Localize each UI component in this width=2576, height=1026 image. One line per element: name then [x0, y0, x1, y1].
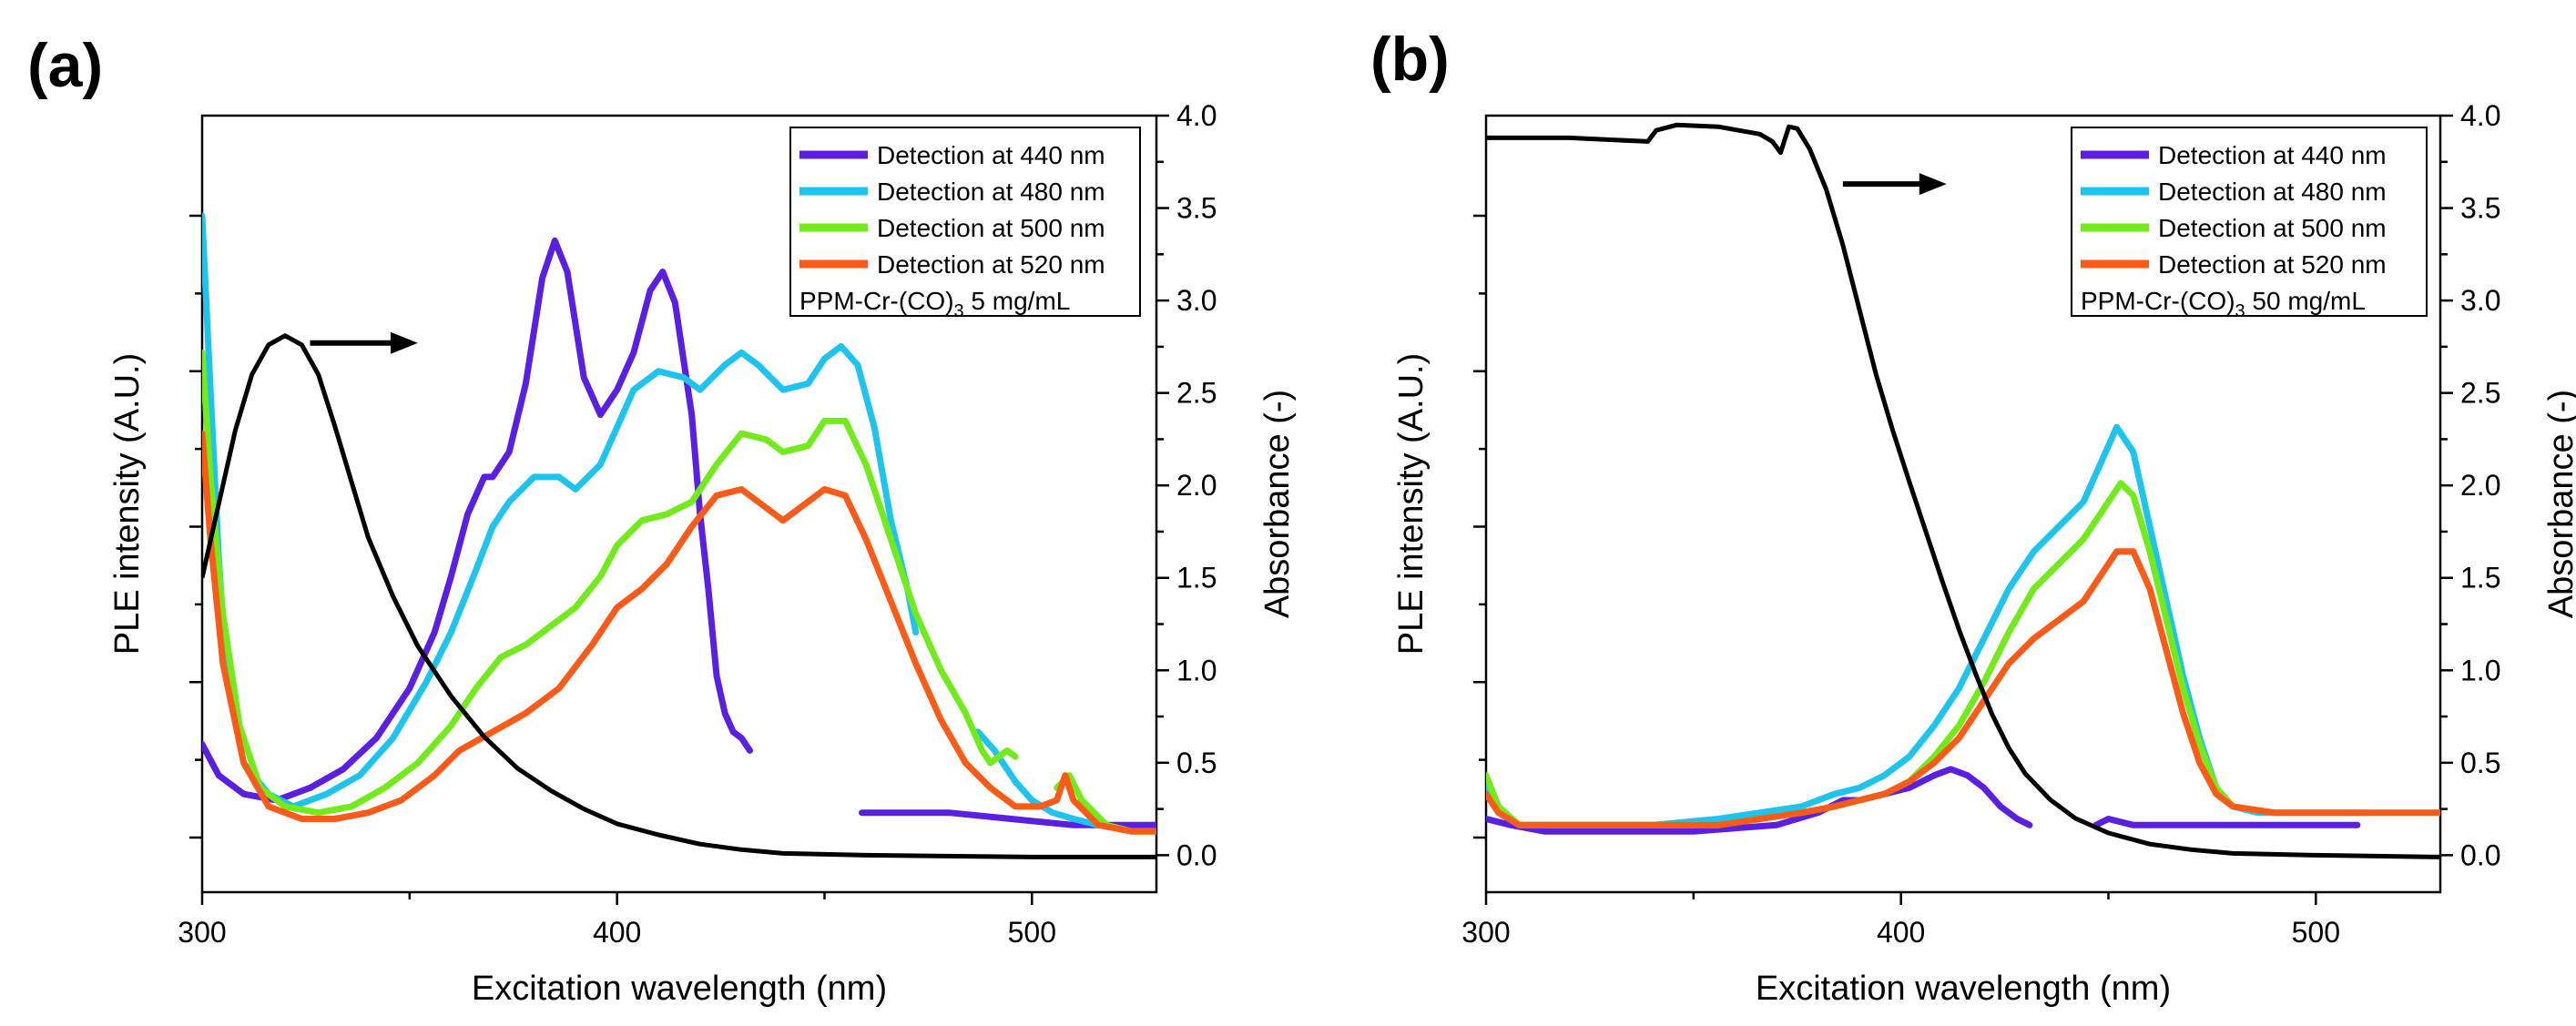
- series-line-detection-at-440-nm: [2092, 816, 2361, 828]
- series-line-detection-at-520-nm: [202, 430, 1156, 835]
- panel-label: (a): [27, 31, 103, 100]
- x-tick-label: 400: [593, 916, 641, 949]
- legend-note-suffix: 50 mg/mL: [2245, 287, 2366, 315]
- x-tick-label: 300: [1461, 916, 1510, 949]
- chart-panel-a: (a) 300 400 500 0.0 0.5 1.0 1.5 2.0 2.5 3.0 3.5 4.0 E…: [27, 31, 1297, 1008]
- y2-tick-label: 2.5: [1176, 377, 1217, 410]
- series-line-detection-at-440-nm: [202, 237, 753, 804]
- y2-tick-label: 3.5: [2460, 192, 2500, 225]
- y2-axis-title: Absorbance (-): [1258, 390, 1297, 618]
- y2-tick-label: 4.0: [1176, 99, 1217, 132]
- y2-tick-label: 0.0: [1176, 838, 1217, 871]
- legend-entry-label: Detection at 480 nm: [877, 178, 1105, 206]
- y2-tick-label: 4.0: [2460, 99, 2500, 132]
- y-axis-title: PLE intensity (A.U.): [108, 353, 147, 655]
- legend-entry-label: Detection at 500 nm: [2158, 214, 2387, 242]
- y2-tick-label: 0.0: [2460, 838, 2500, 871]
- series-line-absorbance: [1486, 122, 2440, 859]
- x-tick-label: 500: [1008, 916, 1056, 949]
- series-line-detection-at-500-nm: [202, 349, 1019, 817]
- y2-tick-label: 3.5: [1176, 192, 1217, 225]
- series-line-detection-at-520-nm: [1486, 548, 2440, 828]
- series-group: [1486, 122, 2440, 859]
- legend-entry-label: Detection at 440 nm: [877, 141, 1105, 169]
- legend-note-subscript: 3: [954, 301, 964, 321]
- y2-tick-label: 1.0: [1176, 654, 1217, 686]
- chart-panel-b: (b) 300 400 500 0.0 0.5 1.0 1.5 2.0 2.5 3.0 3.5 4.0 E…: [1370, 25, 2576, 1008]
- arrow-head-icon: [390, 331, 418, 354]
- y2-tick-label: 1.5: [2460, 562, 2500, 594]
- legend-entry-label: Detection at 500 nm: [877, 214, 1105, 242]
- legend: Detection at 440 nm Detection at 480 nm De…: [789, 127, 1141, 321]
- x-tick-label: 500: [2292, 916, 2340, 949]
- x-tick-label: 300: [178, 916, 226, 949]
- legend-note-subscript: 3: [2235, 301, 2245, 321]
- y2-tick-label: 3.0: [2460, 284, 2500, 317]
- legend-note: PPM-Cr-(CO)3 5 mg/mL: [799, 287, 1070, 321]
- y2-tick-label: 2.0: [2460, 469, 2500, 502]
- y2-tick-label: 0.5: [1176, 747, 1217, 779]
- y2-tick-label: 1.0: [2460, 654, 2500, 686]
- x-axis-title: Excitation wavelength (nm): [1756, 970, 2171, 1008]
- plot-frame: [200, 114, 1158, 894]
- series-line-detection-at-440-nm: [859, 809, 1156, 828]
- y-axis-title: PLE intensity (A.U.): [1392, 353, 1431, 655]
- plot-frame: [1484, 114, 2442, 894]
- arrow-head-icon: [1919, 173, 1947, 196]
- y2-tick-label: 0.5: [2460, 747, 2500, 779]
- series-line-detection-at-480-nm: [974, 728, 1102, 828]
- legend-entry-label: Detection at 520 nm: [877, 250, 1105, 279]
- legend-note-suffix: 5 mg/mL: [964, 287, 1071, 315]
- y2-tick-label: 1.5: [1176, 562, 1217, 594]
- legend-note-main: PPM-Cr-(CO): [799, 287, 954, 315]
- panel-label: (b): [1370, 25, 1450, 94]
- legend-entry-label: Detection at 520 nm: [2158, 250, 2387, 279]
- y2-axis-title: Absorbance (-): [2542, 390, 2576, 618]
- y2-tick-label: 2.5: [2460, 377, 2500, 410]
- legend-note: PPM-Cr-(CO)3 50 mg/mL: [2081, 287, 2366, 321]
- legend-entry-label: Detection at 480 nm: [2158, 178, 2387, 206]
- y2-tick-label: 2.0: [1176, 469, 1217, 502]
- x-axis-title: Excitation wavelength (nm): [472, 970, 887, 1008]
- x-tick-label: 400: [1877, 916, 1925, 949]
- legend-box: [789, 127, 1141, 317]
- legend: Detection at 440 nm Detection at 480 nm De…: [2071, 127, 2428, 321]
- y2-tick-label: 3.0: [1176, 284, 1217, 317]
- series-line-absorbance: [202, 333, 1156, 859]
- series-group: [202, 212, 1156, 859]
- legend-note-main: PPM-Cr-(CO): [2081, 287, 2235, 315]
- legend-entry-label: Detection at 440 nm: [2158, 141, 2387, 169]
